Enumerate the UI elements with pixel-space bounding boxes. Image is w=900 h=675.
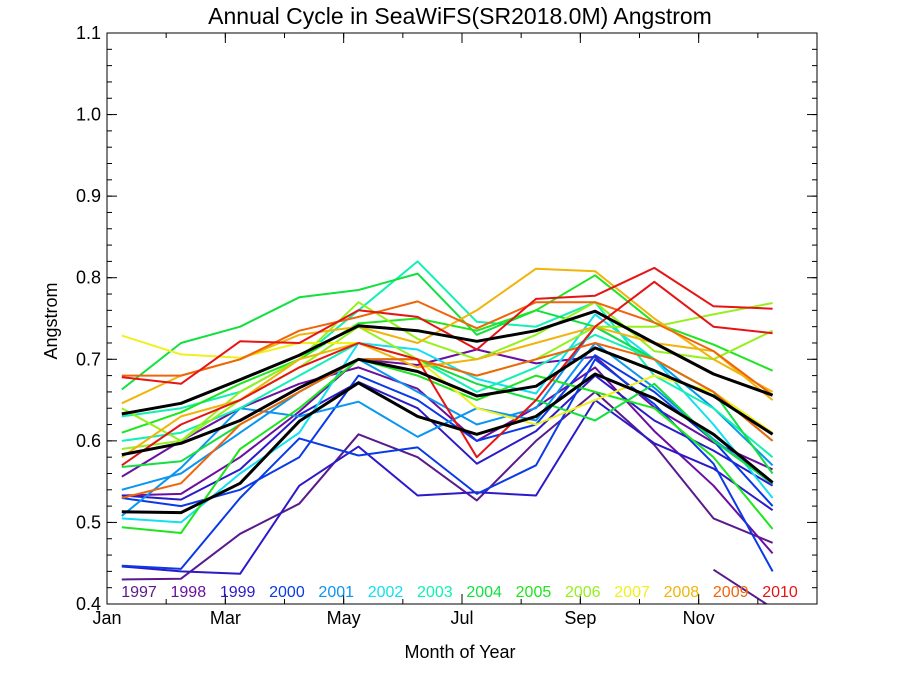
series-line-21 <box>121 325 774 459</box>
legend-item-1997: 1997 <box>121 584 157 601</box>
legend-item-2001: 2001 <box>318 584 354 601</box>
mean-series-line-28 <box>121 372 774 515</box>
legend-item-2004: 2004 <box>466 584 502 601</box>
series-line-3 <box>121 366 774 555</box>
mean-series-line-27 <box>121 346 774 457</box>
x-tick-label: Jan <box>92 608 121 628</box>
y-tick-label: 0.7 <box>76 349 101 369</box>
legend-item-2006: 2006 <box>565 584 601 601</box>
legend-item-2010: 2010 <box>762 584 798 601</box>
legend-item-2005: 2005 <box>516 584 552 601</box>
y-tick-label: 0.8 <box>76 268 101 288</box>
series-line-1 <box>712 568 769 604</box>
x-tick-label: Mar <box>210 608 241 628</box>
series-line-0 <box>121 390 773 581</box>
y-axis-label: Angstrom <box>41 282 61 359</box>
series-line-24 <box>121 266 773 385</box>
series-line-22 <box>121 300 774 397</box>
legend-item-2003: 2003 <box>417 584 453 601</box>
y-tick-label: 0.6 <box>76 431 101 451</box>
series-line-4 <box>121 399 774 575</box>
series-line-7 <box>121 354 774 508</box>
x-tick-label: Nov <box>683 608 715 628</box>
y-tick-label: 1.0 <box>76 105 101 125</box>
y-tick-label: 0.9 <box>76 186 101 206</box>
series-line-17 <box>121 301 774 450</box>
series-line-14 <box>121 358 774 485</box>
series-line-5 <box>121 374 774 501</box>
series-line-11 <box>121 260 774 458</box>
legend: 1997 1998 1999 2000 2001 2002 2003 2004 2005 2006… <box>121 584 798 601</box>
legend-item-1999: 1999 <box>220 584 256 601</box>
legend-item-2000: 2000 <box>269 584 305 601</box>
legend-item-1998: 1998 <box>171 584 207 601</box>
series-line-8 <box>121 342 774 517</box>
x-tick-label: Sep <box>564 608 596 628</box>
x-tick-label: May <box>327 608 361 628</box>
legend-item-2008: 2008 <box>664 584 700 601</box>
y-tick-label: 1.1 <box>76 23 101 43</box>
x-tick-label: Jul <box>450 608 473 628</box>
y-tick-label: 0.5 <box>76 512 101 532</box>
mean-series-line-26 <box>121 309 774 416</box>
series-line-23 <box>121 342 774 499</box>
legend-item-2009: 2009 <box>713 584 749 601</box>
x-axis-label: Month of Year <box>404 642 515 662</box>
legend-item-2002: 2002 <box>368 584 404 601</box>
series-line-6 <box>121 358 774 572</box>
y-tick-label: 0.4 <box>76 594 101 614</box>
series-line-25 <box>121 280 773 467</box>
legend-item-2007: 2007 <box>614 584 650 601</box>
series-line-16 <box>121 358 774 534</box>
chart-title: Annual Cycle in SeaWiFS(SR2018.0M) Angst… <box>208 3 712 29</box>
axis-ticks: 0.4 0.5 0.6 0.7 0.8 0.9 1.0 1.1 Jan Mar May Jul Sep N… <box>76 23 818 628</box>
series-group <box>121 260 774 604</box>
series-line-13 <box>121 272 774 475</box>
